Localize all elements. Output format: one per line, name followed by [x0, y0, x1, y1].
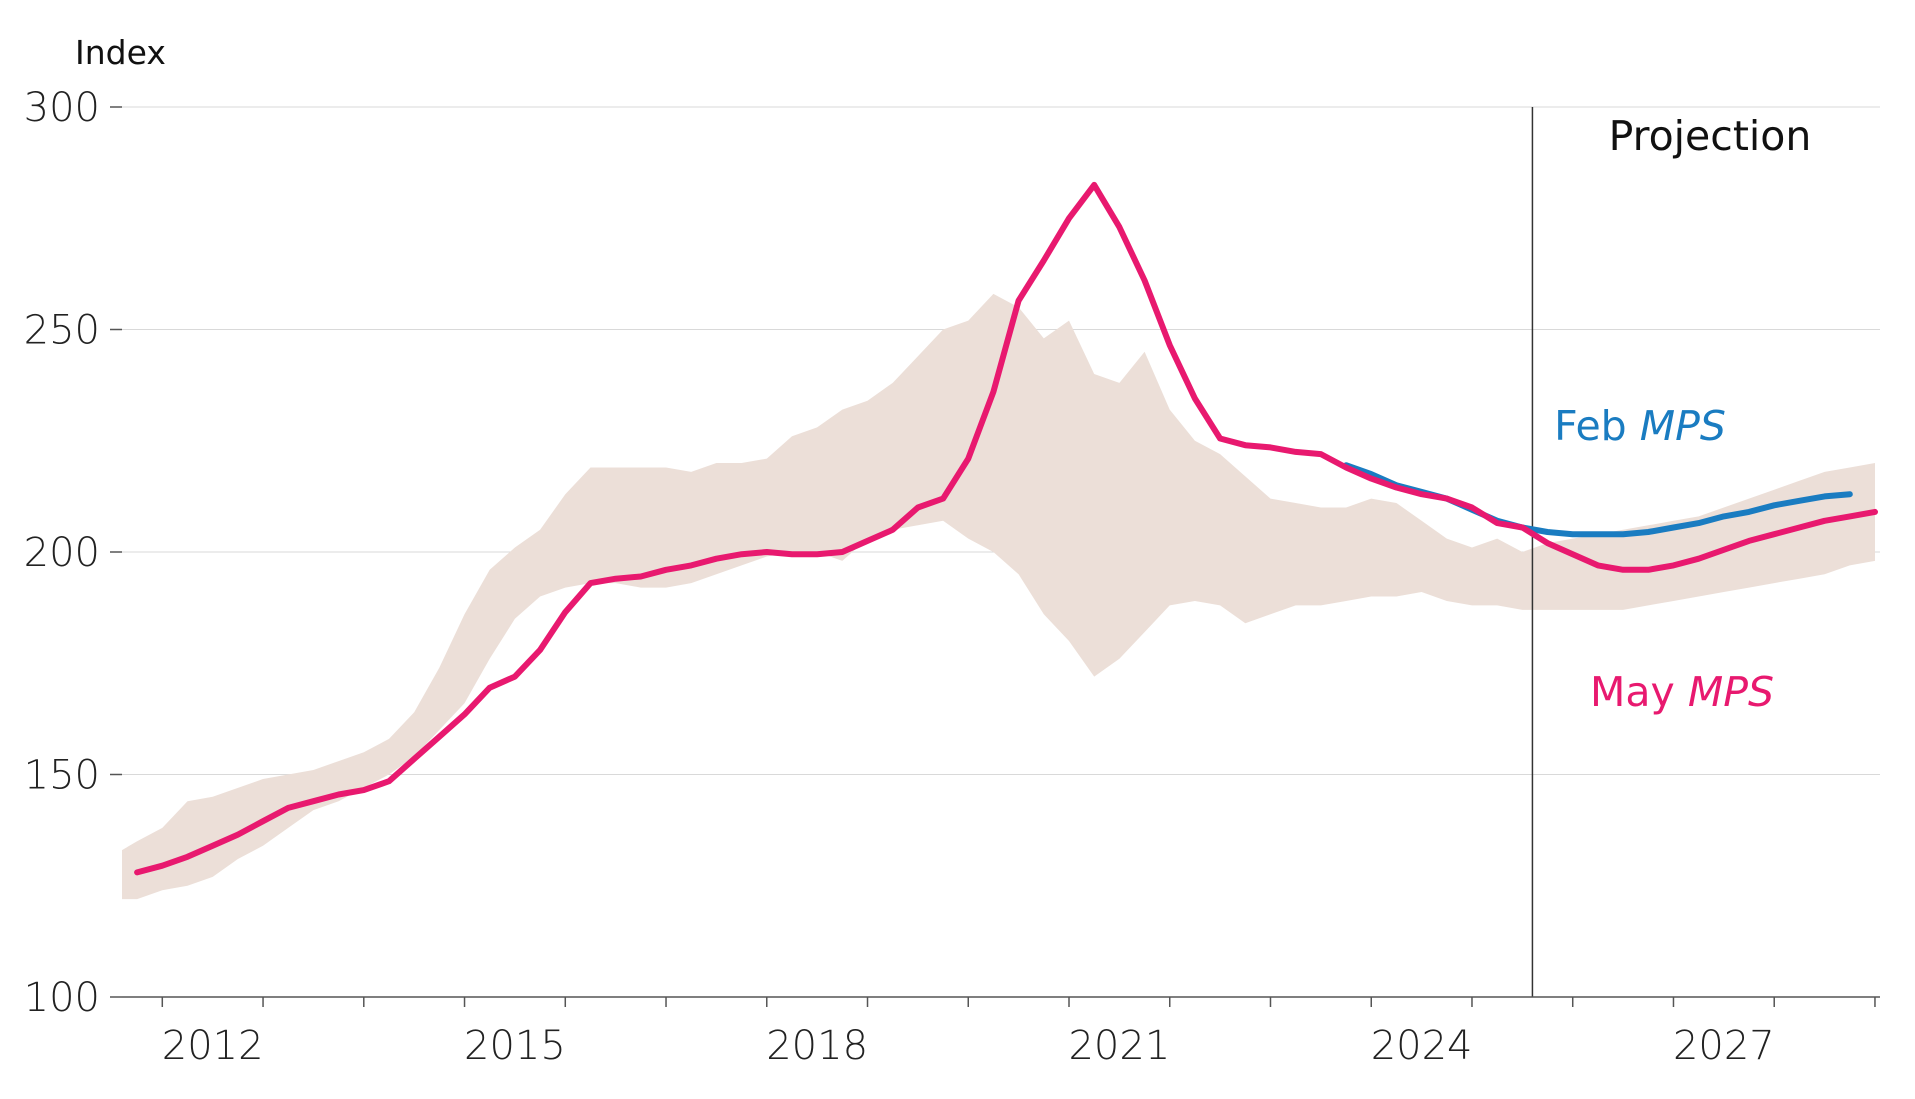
y-tick-label: 250	[24, 308, 100, 354]
y-tick-label: 300	[24, 85, 100, 131]
series-lines	[134, 181, 1878, 876]
y-tick-label: 200	[24, 530, 100, 576]
x-tick-label: 2015	[464, 1023, 566, 1069]
y-axis-title: Index	[75, 33, 166, 72]
feb-series-label: Feb MPS	[1554, 402, 1726, 450]
x-tick-label: 2024	[1371, 1023, 1473, 1069]
series-label-italic: MPS	[1688, 668, 1774, 716]
y-tick-label: 150	[24, 753, 100, 799]
series-label-space	[1627, 402, 1640, 450]
series-line-may	[134, 181, 1878, 876]
series-label-text: May	[1590, 668, 1675, 716]
series-label-text: Feb	[1554, 402, 1627, 450]
may-series-label: May MPS	[1590, 668, 1774, 716]
x-tick-label: 2018	[766, 1023, 868, 1069]
axes	[110, 106, 1880, 1007]
x-tick-label: 2027	[1673, 1023, 1775, 1069]
series-label-space	[1675, 668, 1688, 716]
projection-label: Projection	[1609, 112, 1812, 160]
x-tick-label: 2021	[1068, 1023, 1170, 1069]
labels: 100 150 200 250 300 2012 2015 2018 2021 2024 2027 I…	[24, 33, 1812, 1069]
x-tick-label: 2012	[162, 1023, 264, 1069]
uncertainty-band	[122, 293, 1875, 900]
series-label-italic: MPS	[1640, 402, 1726, 450]
y-tick-label: 100	[24, 975, 100, 1021]
